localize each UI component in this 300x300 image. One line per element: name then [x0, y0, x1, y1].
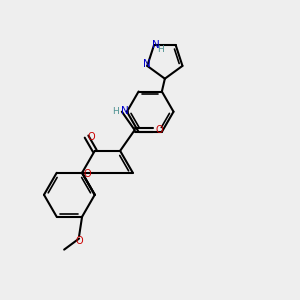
Text: O: O	[88, 132, 95, 142]
Text: O: O	[155, 125, 163, 135]
Text: O: O	[84, 169, 91, 179]
Text: N: N	[152, 40, 159, 50]
Text: O: O	[75, 236, 83, 246]
Text: N: N	[143, 59, 151, 69]
Text: N: N	[121, 106, 129, 116]
Text: H: H	[157, 46, 164, 55]
Text: H: H	[112, 106, 119, 116]
